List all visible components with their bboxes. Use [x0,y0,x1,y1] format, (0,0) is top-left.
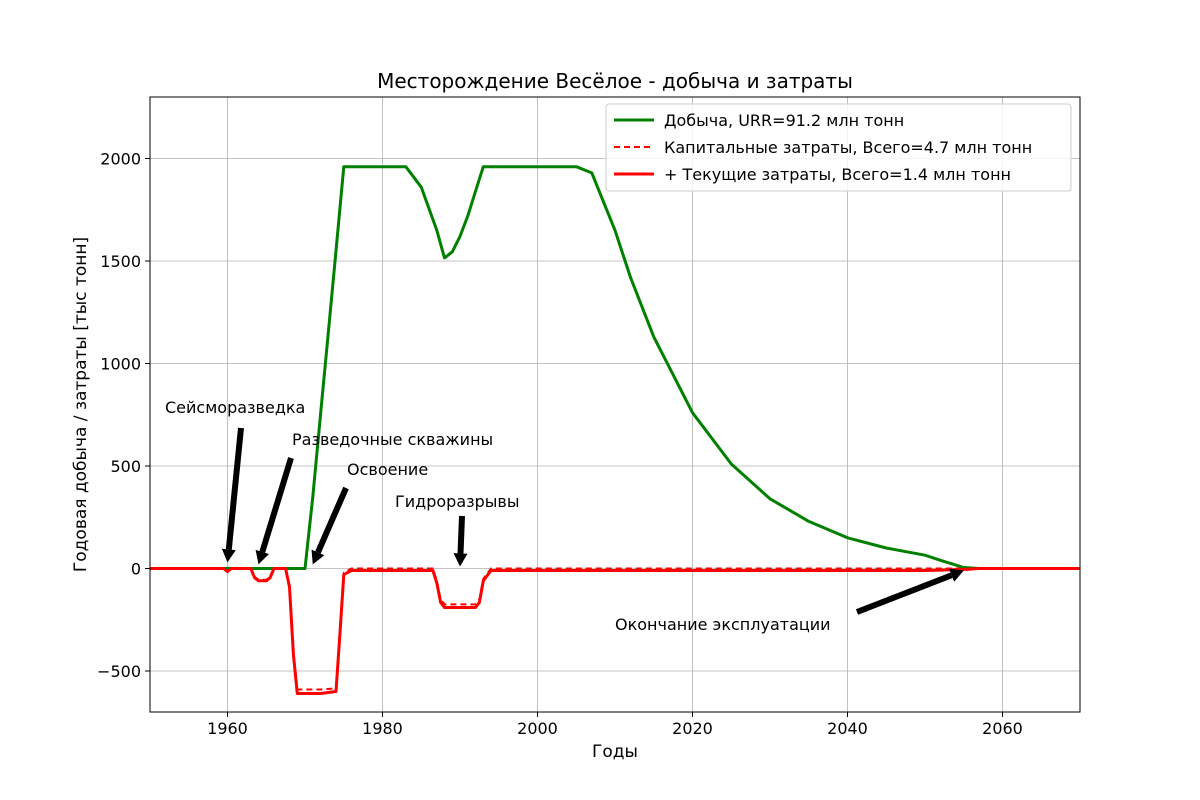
legend-entry-1: Капитальные затраты, Всего=4.7 млн тонн [664,138,1032,157]
x-tick-label: 2060 [982,719,1023,738]
annotation-arrow-4 [855,572,953,615]
annotation-arrowhead-3 [453,553,468,567]
annotation-arrow-2 [315,486,349,554]
axes-frame [149,96,1081,713]
x-tick-label: 1960 [207,719,248,738]
chart-title: Месторождение Весёлое - добыча и затраты [377,69,853,93]
x-tick-label: 2000 [517,719,558,738]
y-tick-label: 1000 [100,355,141,374]
legend-box [605,103,1072,192]
x-tick-label: 1980 [362,719,403,738]
annotation-arrowhead-4 [949,568,964,582]
y-tick-label: −500 [97,662,141,681]
y-axis-label: Годовая добыча / затраты [тыс тонн] [71,237,91,572]
series-line-0 [150,165,1080,570]
annotation-label-3: Гидроразрывы [395,492,519,511]
legend-entry-0: Добыча, URR=91.2 млн тонн [664,111,904,130]
y-tick-label: 0 [131,560,141,579]
annotation-arrow-1 [259,457,294,553]
series-line-2 [150,567,1080,695]
annotation-arrow-3 [457,515,465,554]
x-tick-label: 2040 [827,719,868,738]
annotation-arrowhead-1 [255,549,269,565]
x-axis-label: Годы [592,742,638,762]
annotation-arrowhead-0 [221,548,236,563]
series-line-1 [150,567,1080,691]
annotation-label-4: Окончание эксплуатации [615,615,831,634]
x-tick-label: 2020 [672,719,713,738]
y-tick-label: 2000 [100,150,141,169]
legend-entry-2: + Текущие затраты, Всего=1.4 млн тонн [664,165,1011,184]
annotation-label-1: Разведочные скважины [292,430,493,449]
y-tick-label: 500 [110,457,141,476]
annotation-arrow-0 [225,427,244,550]
plot-area [150,97,1080,712]
annotation-label-0: Сейсморазведка [165,398,305,417]
annotation-label-2: Освоение [347,460,428,479]
annotation-arrowhead-2 [311,549,325,565]
y-tick-label: 1500 [100,252,141,271]
